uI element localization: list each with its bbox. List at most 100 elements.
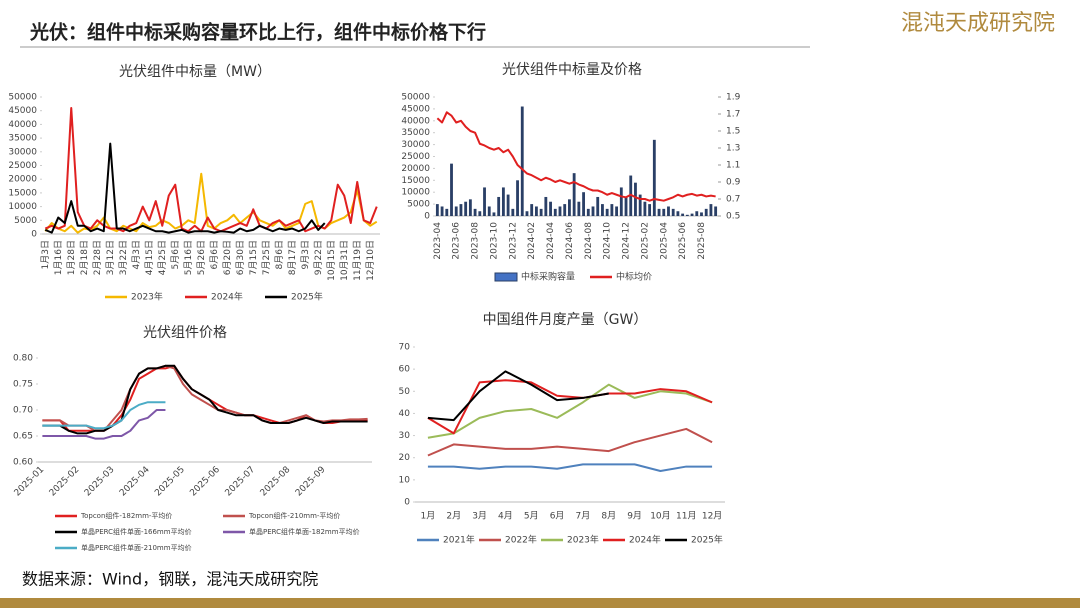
x-tick-label: 9月22日	[313, 240, 324, 275]
x-tick-label: 1月	[421, 511, 436, 522]
x-tick-label: 2023-10	[489, 222, 499, 260]
series-line	[42, 409, 166, 440]
bar	[652, 139, 656, 216]
x-tick-label: 3月12日	[105, 240, 116, 275]
x-tick-label: 2023-04	[433, 222, 443, 260]
bar	[468, 199, 472, 216]
bar	[553, 208, 557, 216]
x-tick-label: 7月	[576, 511, 591, 522]
legend-label: 2022年	[505, 534, 537, 546]
bar	[690, 213, 694, 216]
bar	[558, 206, 562, 216]
y2-tick-label: 1.3	[726, 144, 740, 154]
bar	[591, 206, 595, 216]
x-tick-label: 9月3日	[300, 240, 311, 269]
y-tick-label: 15000	[401, 176, 430, 186]
x-tick-label: 2025-04	[659, 222, 669, 260]
bar	[577, 201, 581, 216]
series-line	[427, 379, 713, 435]
bar	[544, 196, 548, 216]
y2-tick-label: 1.5	[726, 127, 740, 137]
bar	[624, 196, 628, 216]
bar	[681, 213, 685, 216]
y-tick-label: 25000	[8, 161, 37, 171]
bar	[648, 204, 652, 216]
x-tick-label: 3月	[472, 511, 487, 522]
x-tick-label: 2025-01	[13, 465, 47, 499]
series-line	[427, 383, 713, 439]
x-tick-label: 3月22日	[118, 240, 129, 275]
y-tick-label: 10000	[401, 188, 430, 198]
x-tick-label: 5月26日	[196, 240, 207, 275]
bar	[709, 204, 713, 216]
x-tick-label: 2025-04	[118, 465, 152, 499]
bar	[454, 206, 458, 216]
legend-label: 2023年	[567, 534, 599, 546]
bar	[685, 214, 689, 216]
x-tick-label: 2024-08	[584, 222, 594, 260]
x-tick-label: 4月15日	[144, 240, 155, 275]
x-tick-label: 2月18日	[79, 240, 90, 275]
y-tick-label: 45000	[401, 104, 430, 114]
x-tick-label: 1月28日	[66, 240, 77, 275]
y-tick-label: 10	[399, 475, 411, 485]
y-tick-label: 0.60	[13, 458, 33, 468]
bar	[511, 208, 515, 216]
bar	[445, 208, 449, 216]
bar	[601, 204, 604, 216]
y-tick-label: 0	[31, 230, 37, 240]
series-line	[436, 111, 716, 202]
bar	[516, 180, 519, 216]
y-tick-label: 40	[399, 409, 411, 419]
x-tick-label: 2月28日	[92, 240, 103, 275]
y-tick-label: 20000	[8, 175, 37, 185]
y-tick-label: 0.65	[13, 432, 33, 442]
x-tick-label: 2024-12	[622, 222, 632, 260]
footer-bar	[0, 598, 1080, 608]
legend-label: Topcon组件-210mm-平均价	[248, 511, 340, 520]
x-tick-label: 4月3日	[131, 240, 142, 269]
legend-label: 2025年	[291, 291, 323, 303]
chart-title: 光伏组件中标量及价格	[502, 62, 642, 78]
x-tick-label: 12月	[702, 511, 722, 522]
x-tick-label: 6月6日	[209, 240, 220, 269]
bar	[483, 187, 486, 216]
x-tick-label: 2024-02	[527, 222, 537, 260]
bar	[501, 187, 505, 216]
legend-label: 2025年	[691, 534, 723, 546]
y-tick-label: 30000	[8, 147, 37, 157]
bar	[520, 106, 524, 216]
x-tick-label: 5月6日	[170, 240, 181, 269]
x-tick-label: 2024-06	[565, 222, 575, 260]
bar	[634, 182, 637, 216]
bar	[662, 208, 666, 216]
x-tick-label: 10月15日	[326, 240, 337, 281]
y-tick-label: 0.70	[13, 406, 33, 416]
y-tick-label: 60	[399, 365, 411, 375]
x-tick-label: 2023-12	[508, 222, 518, 260]
legend-label: Topcon组件-182mm-平均价	[80, 511, 172, 520]
bar	[657, 208, 661, 216]
legend-label: 2023年	[131, 291, 163, 303]
bar	[497, 196, 501, 216]
x-tick-label: 2025-06	[678, 222, 688, 260]
y-tick-label: 45000	[8, 106, 37, 116]
y-tick-label: 5000	[14, 216, 37, 226]
legend-label: 单晶PERC组件单面-166mm平均价	[81, 527, 192, 536]
bar	[704, 208, 708, 216]
legend-label: 2024年	[629, 534, 661, 546]
slide-title: 光伏：组件中标采购容量环比上行，组件中标价格下行	[29, 21, 486, 44]
bar	[586, 208, 590, 216]
series-line	[427, 463, 713, 472]
x-tick-label: 2025-06	[188, 465, 222, 499]
bar	[568, 199, 571, 216]
y-tick-label: 20000	[401, 164, 430, 174]
bar	[676, 211, 680, 216]
x-tick-label: 12月10日	[365, 240, 376, 281]
x-tick-label: 11月	[676, 511, 696, 522]
x-tick-label: 9月	[627, 511, 642, 522]
x-tick-label: 1月16日	[53, 240, 64, 275]
bar	[478, 211, 482, 216]
x-tick-label: 6月30日	[235, 240, 246, 275]
